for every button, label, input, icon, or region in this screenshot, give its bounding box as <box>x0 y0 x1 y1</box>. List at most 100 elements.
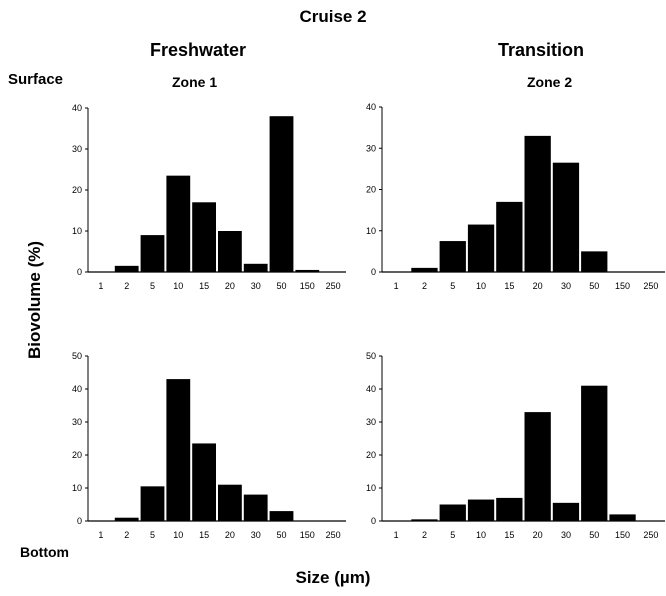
bar <box>524 412 551 521</box>
x-tick-label: 1 <box>98 281 103 291</box>
bar <box>552 502 580 521</box>
bar <box>243 263 268 272</box>
row-label-bottom: Bottom <box>20 544 69 560</box>
y-tick-label: 0 <box>77 516 82 526</box>
y-tick-label: 10 <box>366 226 376 236</box>
y-tick-label: 30 <box>72 144 82 154</box>
x-tick-label: 5 <box>450 530 455 540</box>
bar <box>496 201 523 272</box>
column-header-transition: Transition <box>498 40 585 60</box>
x-tick-label: 1 <box>394 281 399 291</box>
bar <box>218 231 242 272</box>
x-tick-label: 150 <box>300 281 315 291</box>
x-tick-label: 50 <box>276 281 286 291</box>
x-tick-label: 250 <box>326 281 341 291</box>
bar <box>218 484 242 521</box>
x-tick-label: 2 <box>422 530 427 540</box>
bar <box>243 494 268 521</box>
y-tick-label: 0 <box>371 516 376 526</box>
bar <box>295 269 320 272</box>
x-tick-label: 10 <box>173 281 183 291</box>
y-tick-label: 20 <box>72 450 82 460</box>
x-tick-label: 30 <box>561 281 571 291</box>
x-tick-label: 30 <box>561 530 571 540</box>
x-tick-label: 2 <box>124 530 129 540</box>
bar <box>524 135 551 272</box>
bar <box>467 499 495 521</box>
x-tick-label: 10 <box>476 281 486 291</box>
bar <box>166 379 191 521</box>
x-tick-label: 15 <box>199 530 209 540</box>
x-tick-label: 30 <box>251 281 261 291</box>
bar <box>552 162 580 272</box>
y-tick-label: 20 <box>366 450 376 460</box>
x-tick-label: 10 <box>173 530 183 540</box>
x-tick-label: 250 <box>643 281 658 291</box>
y-tick-label: 10 <box>366 483 376 493</box>
x-tick-label: 250 <box>643 530 658 540</box>
x-axis-label: Size (µm) <box>295 568 371 587</box>
y-tick-label: 0 <box>371 267 376 277</box>
x-tick-label: 15 <box>504 530 514 540</box>
bar <box>581 385 608 521</box>
x-tick-label: 15 <box>504 281 514 291</box>
row-label-surface: Surface <box>8 71 64 88</box>
x-tick-label: 5 <box>150 281 155 291</box>
y-tick-label: 50 <box>72 351 82 361</box>
x-tick-label: 1 <box>394 530 399 540</box>
bar <box>140 235 165 272</box>
bar <box>114 517 139 521</box>
y-tick-label: 30 <box>366 417 376 427</box>
x-tick-label: 150 <box>615 530 630 540</box>
bar <box>411 519 438 521</box>
y-tick-label: 30 <box>366 143 376 153</box>
bar <box>496 497 523 521</box>
x-tick-label: 1 <box>98 530 103 540</box>
bar <box>581 251 608 272</box>
x-tick-label: 50 <box>589 530 599 540</box>
y-tick-label: 10 <box>72 483 82 493</box>
zone-label-2: Zone 2 <box>527 74 573 90</box>
x-tick-label: 2 <box>124 281 129 291</box>
bar <box>411 267 438 272</box>
x-tick-label: 20 <box>225 281 235 291</box>
y-tick-label: 40 <box>72 384 82 394</box>
x-tick-label: 15 <box>199 281 209 291</box>
x-tick-label: 50 <box>589 281 599 291</box>
x-tick-label: 50 <box>276 530 286 540</box>
x-tick-label: 5 <box>150 530 155 540</box>
x-tick-label: 20 <box>225 530 235 540</box>
bar <box>166 175 191 272</box>
y-tick-label: 40 <box>72 103 82 113</box>
x-tick-label: 10 <box>476 530 486 540</box>
y-tick-label: 20 <box>72 185 82 195</box>
y-tick-label: 0 <box>77 267 82 277</box>
y-tick-label: 30 <box>72 417 82 427</box>
bar <box>439 241 466 272</box>
bar <box>192 202 216 272</box>
zone-label-1: Zone 1 <box>172 74 218 90</box>
x-tick-label: 150 <box>615 281 630 291</box>
column-header-freshwater: Freshwater <box>150 40 247 60</box>
y-tick-label: 50 <box>366 351 376 361</box>
x-tick-label: 5 <box>450 281 455 291</box>
x-tick-label: 250 <box>326 530 341 540</box>
x-tick-label: 20 <box>533 530 543 540</box>
x-tick-label: 150 <box>300 530 315 540</box>
bar <box>114 265 139 272</box>
bar <box>467 224 495 272</box>
bar <box>140 486 165 521</box>
bar <box>609 514 636 521</box>
x-tick-label: 30 <box>251 530 261 540</box>
bar <box>439 504 466 521</box>
bar <box>269 511 294 521</box>
y-tick-label: 10 <box>72 226 82 236</box>
y-tick-label: 20 <box>366 185 376 195</box>
bar <box>269 116 294 272</box>
x-tick-label: 20 <box>533 281 543 291</box>
y-tick-label: 40 <box>366 102 376 112</box>
bar <box>192 443 216 521</box>
x-tick-label: 2 <box>422 281 427 291</box>
y-tick-label: 40 <box>366 384 376 394</box>
